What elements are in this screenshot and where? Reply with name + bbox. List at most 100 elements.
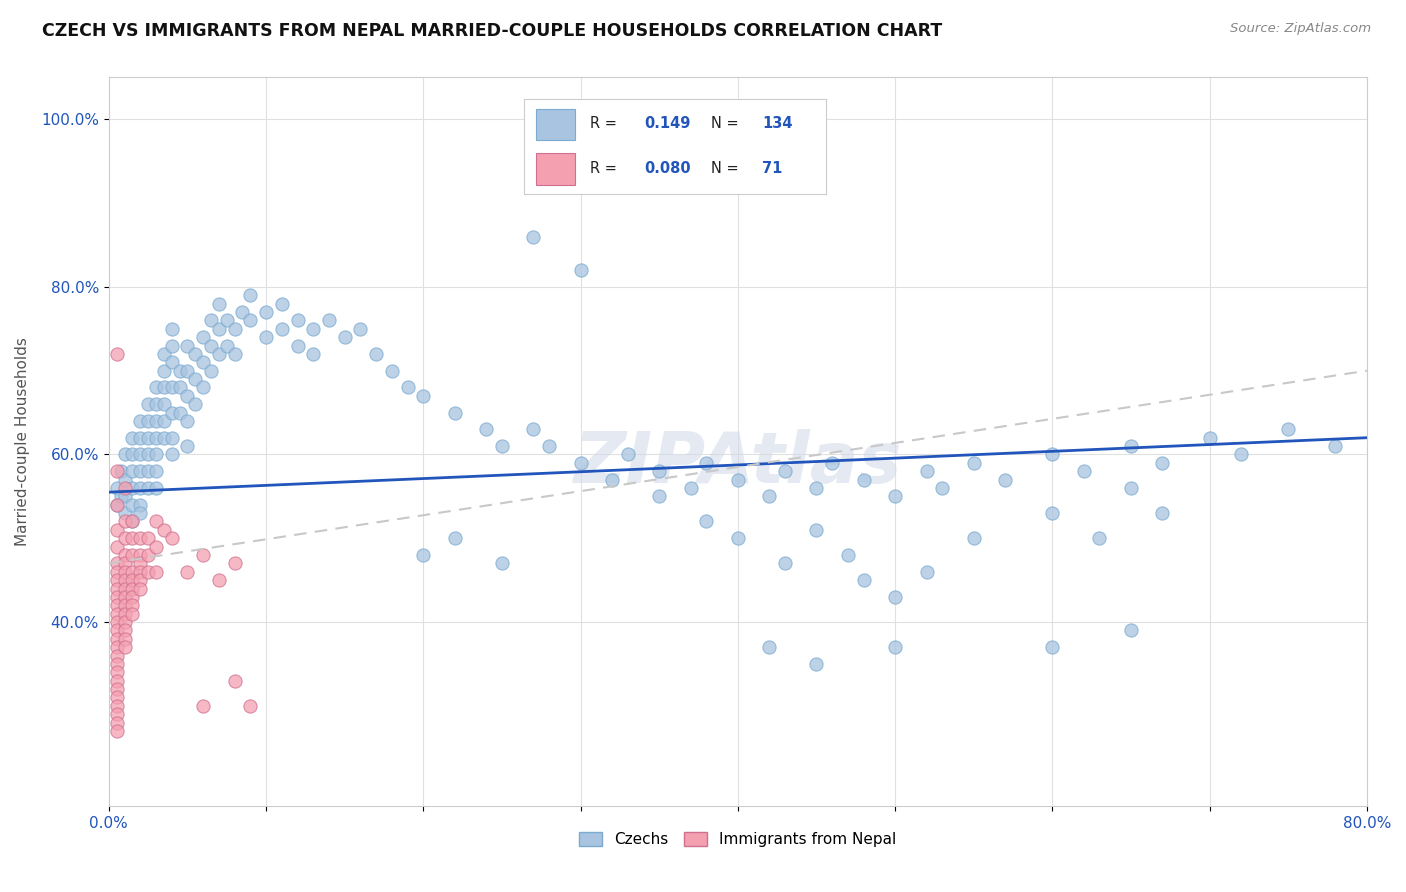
Point <box>153 523 176 537</box>
Point <box>105 690 128 705</box>
Point <box>114 515 136 529</box>
Point <box>105 657 128 671</box>
Point <box>121 464 143 478</box>
Point <box>145 380 167 394</box>
Text: Source: ZipAtlas.com: Source: ZipAtlas.com <box>1230 22 1371 36</box>
Point <box>176 364 198 378</box>
Point <box>224 673 246 688</box>
Point <box>114 557 136 571</box>
Point <box>145 397 167 411</box>
Point <box>600 473 623 487</box>
Point <box>145 414 167 428</box>
Point <box>105 498 128 512</box>
Point <box>915 464 938 478</box>
Point <box>153 414 176 428</box>
Point <box>963 531 986 545</box>
Point <box>145 481 167 495</box>
Point <box>110 489 132 503</box>
Point <box>114 506 136 520</box>
Point <box>1119 439 1142 453</box>
Point <box>193 380 215 394</box>
Point <box>1198 431 1220 445</box>
Point <box>105 673 128 688</box>
Point <box>136 414 159 428</box>
Point <box>1073 464 1095 478</box>
Point <box>129 582 152 596</box>
Point <box>837 548 859 562</box>
Point <box>121 590 143 604</box>
Point <box>931 481 953 495</box>
Point <box>145 565 167 579</box>
Point <box>538 439 561 453</box>
Point <box>129 414 152 428</box>
Point <box>129 506 152 520</box>
Point <box>1152 506 1174 520</box>
Point <box>184 372 207 386</box>
Point <box>145 515 167 529</box>
Point <box>105 540 128 554</box>
Point <box>208 296 231 310</box>
Point <box>200 338 222 352</box>
Point <box>176 414 198 428</box>
Point <box>105 632 128 646</box>
Point <box>160 406 183 420</box>
Point <box>758 640 780 655</box>
Point <box>695 456 717 470</box>
Point <box>412 548 434 562</box>
Point <box>806 657 828 671</box>
Point <box>648 464 671 478</box>
Point <box>806 481 828 495</box>
Point <box>129 498 152 512</box>
Point <box>121 431 143 445</box>
Point <box>176 439 198 453</box>
Point <box>616 447 638 461</box>
Point <box>224 557 246 571</box>
Point <box>254 330 277 344</box>
Point <box>443 406 465 420</box>
Point <box>114 615 136 629</box>
Text: CZECH VS IMMIGRANTS FROM NEPAL MARRIED-COUPLE HOUSEHOLDS CORRELATION CHART: CZECH VS IMMIGRANTS FROM NEPAL MARRIED-C… <box>42 22 942 40</box>
Point <box>160 380 183 394</box>
Point <box>254 305 277 319</box>
Point <box>121 582 143 596</box>
Point <box>105 565 128 579</box>
Point <box>215 313 238 327</box>
Point <box>1277 422 1299 436</box>
Point <box>105 607 128 621</box>
Point <box>270 296 292 310</box>
Point <box>105 498 128 512</box>
Point <box>1119 481 1142 495</box>
Point <box>136 531 159 545</box>
Point <box>160 431 183 445</box>
Point <box>153 380 176 394</box>
Point <box>1040 506 1063 520</box>
Point <box>231 305 253 319</box>
Point <box>169 364 191 378</box>
Point <box>522 229 544 244</box>
Point <box>1040 447 1063 461</box>
Point <box>318 313 340 327</box>
Point <box>121 548 143 562</box>
Point <box>153 347 176 361</box>
Point <box>821 456 844 470</box>
Point <box>884 640 907 655</box>
Point <box>129 464 152 478</box>
Point <box>679 481 702 495</box>
Point <box>105 715 128 730</box>
Point <box>121 607 143 621</box>
Point <box>136 447 159 461</box>
Point <box>153 364 176 378</box>
Point <box>695 515 717 529</box>
Point <box>105 640 128 655</box>
Point <box>727 473 749 487</box>
Point <box>114 582 136 596</box>
Point <box>193 355 215 369</box>
Point <box>121 515 143 529</box>
Point <box>963 456 986 470</box>
Point <box>1230 447 1253 461</box>
Point <box>105 723 128 738</box>
Point <box>114 607 136 621</box>
Point <box>302 322 325 336</box>
Point <box>396 380 419 394</box>
Point <box>105 347 128 361</box>
